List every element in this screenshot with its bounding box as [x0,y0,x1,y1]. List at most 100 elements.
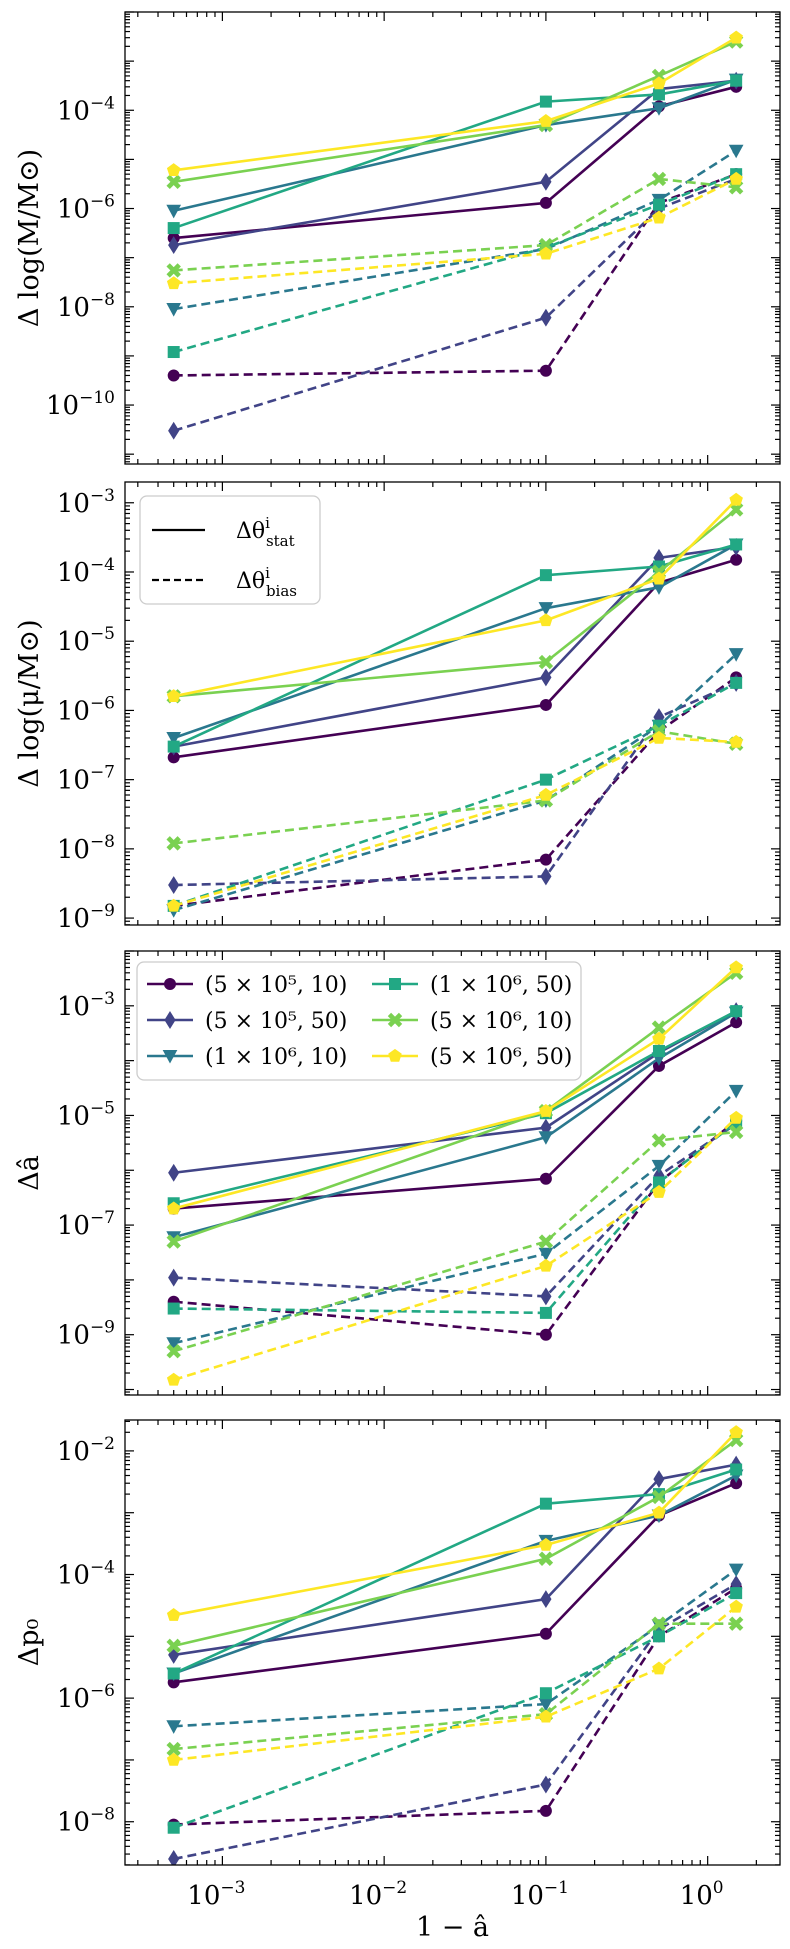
bias-series-line-1 [173,172,737,377]
y-tick-label: 10−8 [57,832,115,865]
bias-series-5-point [166,836,181,851]
y-tick-label: 10−9 [57,1318,115,1351]
bias-series-3-point [728,1084,744,1099]
bias-series-2-point [540,867,552,886]
y-tick-label: 10−10 [46,388,115,421]
stat-series-6-point [539,613,553,627]
stat-series-5-point [538,654,554,670]
bias-series-line-4 [173,1591,737,1829]
x-tick-label: 10−1 [511,1878,569,1911]
stat-series-3-point [538,602,554,616]
bias-series-line-3 [173,149,737,311]
stat-series-5-point [166,174,181,189]
y-tick-label: 10−6 [57,693,115,726]
stat-series-2-point [168,1163,180,1182]
stat-series-6-point [729,30,743,44]
bias-series-1-point [539,1328,552,1341]
bias-series-line-4 [173,1121,737,1315]
bias-series-line-5 [173,1130,737,1353]
bias-series-3-point [728,1563,744,1578]
stat-series-4-point [167,222,180,235]
stat-series-1-point [539,196,552,209]
bias-series-4-point [652,1630,665,1643]
stat-series-6-point [729,492,743,506]
stat-series-6-point [166,689,181,703]
bias-series-line-6 [173,736,737,908]
bias-series-line-6 [173,1605,737,1762]
panel-2: Δ log(μ/M⊙) [14,481,781,926]
bias-series-4-point [539,1306,552,1319]
y-tick-label: 10−3 [57,989,115,1022]
bias-series-5-point [651,1133,667,1148]
data-layer [166,30,744,440]
y-tick-label: 10−7 [57,1208,115,1241]
stat-series-6-point [652,1031,666,1045]
bias-series-6-point [539,787,553,801]
stat-series-5-point [728,502,744,517]
y-tick-label: 10−4 [57,1558,115,1591]
panel-3: Δâ [14,950,781,1396]
stat-series-6-point [652,76,666,90]
bias-series-line-2 [173,681,737,887]
bias-series-6-point [166,1752,181,1766]
legend-label: (5 × 10⁵, 50) [205,1009,347,1034]
stat-series-6-point [652,571,666,585]
stat-series-2-point [540,1590,552,1609]
bias-series-4-point [167,346,180,359]
x-tick-label: 100 [680,1878,724,1911]
plot-frame [124,481,781,926]
bias-series-5-point [728,1124,744,1140]
bias-series-3-point [651,1159,667,1174]
stat-series-line-3 [173,543,737,740]
y-axis-label: Δ log(M/M⊙) [14,149,45,327]
bias-series-6-point [652,730,666,744]
bias-series-6-point [166,276,181,290]
bias-series-6-point [729,1110,743,1124]
bias-series-5-point [538,1234,554,1249]
bias-series-line-4 [173,172,737,354]
y-tick-label: 10−5 [57,1098,115,1131]
stat-series-4-point [652,88,665,101]
bias-series-4-point [539,1687,552,1700]
bias-series-1-point [539,364,552,377]
bias-series-6-point [729,1599,743,1613]
stat-series-5-point [651,1489,667,1505]
bias-series-3-point [166,1720,182,1734]
bias-series-1-point [539,1804,552,1817]
y-tick-label: 10−4 [57,555,115,588]
bias-series-2-point [168,1268,180,1287]
stat-series-1-point [539,1627,552,1640]
y-tick-label: 10−8 [57,290,115,323]
bias-series-line-5 [173,729,737,845]
plot-frame [124,11,781,465]
stat-series-line-3 [173,78,737,213]
plot-frame [124,1419,781,1866]
x-tick-label: 10−3 [187,1878,245,1911]
stat-series-4-point [730,538,743,551]
legend-marker [389,978,401,990]
stat-series-4-point [730,74,743,87]
panel-1: Δ log(M/M⊙) [14,11,781,465]
y-tick-label: 10−7 [57,763,115,796]
linestyle-legend: Δθi stat Δθi bias [139,495,321,605]
stat-series-line-6 [173,36,737,172]
stat-series-line-4 [173,79,737,230]
legend-box [139,495,321,605]
bias-series-5-point [728,1616,744,1631]
stat-series-2-point [540,172,552,191]
bias-series-line-2 [173,177,737,432]
stat-series-1-point [539,698,552,711]
stat-series-4-point [730,1005,743,1018]
stat-series-2-point [540,668,552,687]
stat-series-5-point [166,1638,181,1654]
y-tick-label: 10−9 [57,901,115,934]
bias-series-6-point [652,1184,666,1198]
bias-series-2-point [540,308,552,327]
x-tick-label: 10−2 [349,1878,407,1911]
stat-series-4-point [652,1044,665,1057]
bias-series-2-point [168,876,180,894]
stat-series-4-point [730,1463,743,1476]
bias-series-line-6 [173,177,737,285]
stat-series-line-2 [173,79,737,247]
